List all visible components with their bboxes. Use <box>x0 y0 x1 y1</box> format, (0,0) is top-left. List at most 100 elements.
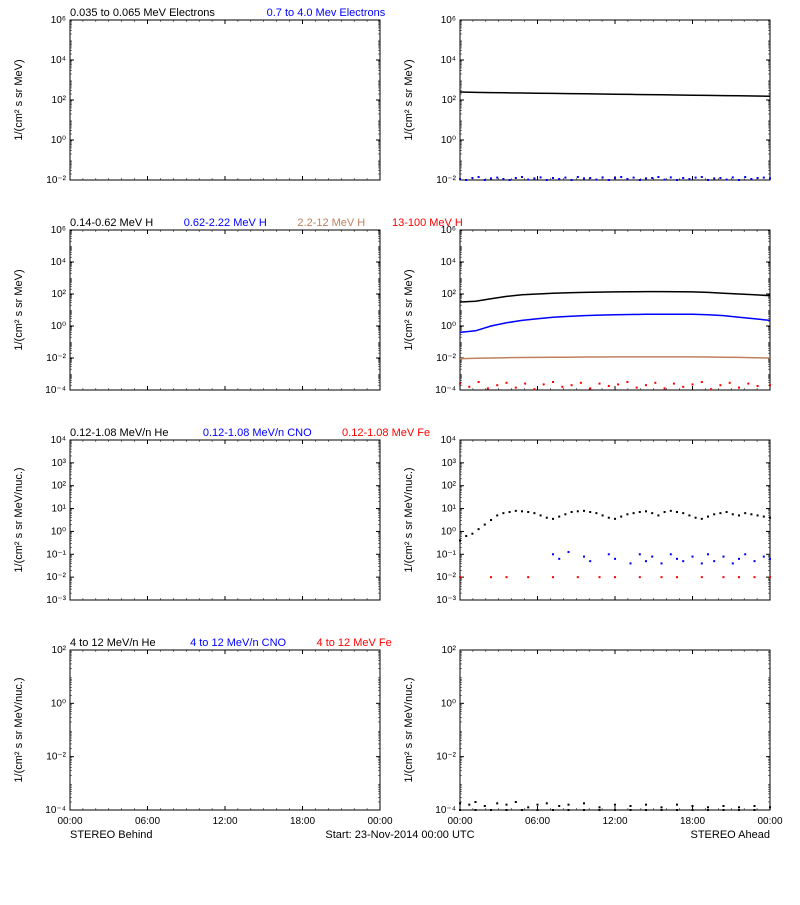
panel-frame <box>70 440 380 600</box>
series-point <box>726 179 728 181</box>
series-point <box>769 806 771 808</box>
ytick-label: 10² <box>442 289 457 300</box>
series-point <box>645 804 647 806</box>
series-point <box>639 553 641 555</box>
xtick-label: 00:00 <box>367 816 392 827</box>
series-point <box>552 518 554 520</box>
ytick-label: 10² <box>442 481 457 492</box>
series-point <box>484 179 486 181</box>
panel-frame <box>70 20 380 180</box>
series-point <box>546 802 548 804</box>
ytick-label: 10² <box>52 645 67 656</box>
series-point <box>595 512 597 514</box>
xtick-label: 06:00 <box>525 816 550 827</box>
series-point <box>676 558 678 560</box>
series-point <box>754 560 756 562</box>
ytick-label: 10⁻¹ <box>46 549 66 560</box>
ytick-label: 10⁰ <box>51 321 66 332</box>
series-point <box>471 177 473 179</box>
series-point <box>506 809 508 811</box>
ytick-label: 10⁻⁴ <box>45 805 66 816</box>
series-point <box>651 177 653 179</box>
series-point <box>468 386 470 388</box>
series-point <box>490 177 492 179</box>
series-point <box>732 513 734 515</box>
series-point <box>478 381 480 383</box>
series-point <box>602 176 604 178</box>
series-point <box>654 382 656 384</box>
ytick-label: 10⁻² <box>436 752 456 763</box>
ytick-label: 10⁻³ <box>436 595 456 606</box>
series-point <box>568 551 570 553</box>
panel-frame <box>460 650 770 810</box>
series-point <box>661 576 663 578</box>
series-point <box>580 382 582 384</box>
series-point <box>763 516 765 518</box>
series-point <box>645 560 647 562</box>
series-point <box>558 558 560 560</box>
series-point <box>515 387 517 389</box>
ytick-label: 10⁰ <box>441 321 456 332</box>
series-point <box>707 516 709 518</box>
series-point <box>645 809 647 811</box>
series-point <box>645 177 647 179</box>
ytick-label: 10⁴ <box>51 55 66 66</box>
series-point <box>506 576 508 578</box>
series-point <box>614 576 616 578</box>
series-point <box>701 576 703 578</box>
series-point <box>676 576 678 578</box>
series-point <box>651 556 653 558</box>
series-point <box>750 513 752 515</box>
ylabel: 1/(cm² s sr MeV) <box>403 59 415 140</box>
series-point <box>583 802 585 804</box>
series-point <box>670 553 672 555</box>
series-point <box>713 560 715 562</box>
ytick-label: 10⁶ <box>51 15 66 26</box>
series-point <box>608 553 610 555</box>
series-point <box>682 386 684 388</box>
series-point <box>757 177 759 179</box>
series-point <box>537 804 539 806</box>
series-point <box>682 177 684 179</box>
series-point <box>738 387 740 389</box>
series-point <box>719 384 721 386</box>
series-point <box>533 388 535 390</box>
series-point <box>636 387 638 389</box>
ytick-label: 10⁻² <box>436 353 456 364</box>
series-point <box>645 510 647 512</box>
series-point <box>571 511 573 513</box>
series-point <box>692 809 694 811</box>
series-point <box>471 533 473 535</box>
series-point <box>614 518 616 520</box>
series-point <box>639 179 641 181</box>
series-point <box>465 535 467 537</box>
series-point <box>614 558 616 560</box>
series-point <box>599 809 601 811</box>
xtick-label: 00:00 <box>447 816 472 827</box>
series-point <box>558 805 560 807</box>
series-point <box>509 179 511 181</box>
series-point <box>738 806 740 808</box>
series-point <box>744 512 746 514</box>
series-point <box>509 511 511 513</box>
series-point <box>558 516 560 518</box>
series-point <box>738 179 740 181</box>
series-point <box>527 511 529 513</box>
chart-grid: 0.035 to 0.065 MeV Electrons0.7 to 4.0 M… <box>0 0 800 900</box>
series-point <box>769 384 771 386</box>
series-point <box>707 809 709 811</box>
series-title: 0.035 to 0.065 MeV Electrons <box>70 7 215 19</box>
series-point <box>608 517 610 519</box>
panel-frame <box>70 230 380 390</box>
series-point <box>564 513 566 515</box>
series-point <box>527 576 529 578</box>
series-point <box>750 178 752 180</box>
series-point <box>692 383 694 385</box>
series-point <box>515 801 517 803</box>
ytick-label: 10² <box>442 95 457 106</box>
ytick-label: 10² <box>52 95 67 106</box>
series-point <box>661 562 663 564</box>
series-point <box>484 805 486 807</box>
series-point <box>701 562 703 564</box>
series-point <box>540 514 542 516</box>
